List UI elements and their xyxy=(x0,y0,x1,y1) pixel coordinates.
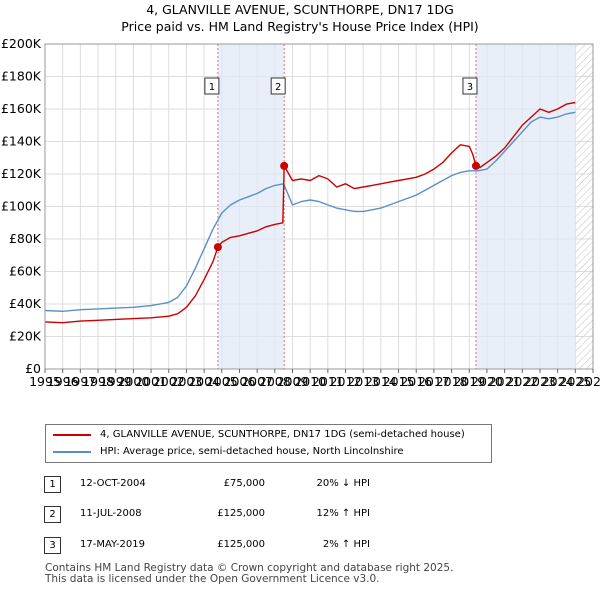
footer-copyright: Contains HM Land Registry data © Crown c… xyxy=(45,562,454,574)
y-tick-label: £140K xyxy=(1,134,42,149)
x-tick-label: 2020 xyxy=(471,374,503,389)
sale-label-box xyxy=(270,77,286,95)
x-tick-label: 2018 xyxy=(436,374,468,389)
x-tick-label: 2023 xyxy=(524,374,556,389)
x-tick-label: 2004 xyxy=(188,374,220,389)
ownership-band xyxy=(475,44,576,369)
x-tick-label: 2006 xyxy=(224,374,256,389)
x-tick-label: 2002 xyxy=(153,374,185,389)
sale-label: 1 xyxy=(209,82,215,93)
legend-line-property xyxy=(53,434,91,436)
x-tick-label: 2017 xyxy=(418,374,450,389)
legend-label-hpi: HPI: Average price, semi-detached house,… xyxy=(100,446,404,457)
y-tick-label: £180K xyxy=(1,69,42,84)
x-tick-label: 1997 xyxy=(64,374,96,389)
x-tick-label: 2009 xyxy=(277,374,309,389)
y-tick-label: £160K xyxy=(1,101,42,116)
future-hatched-region xyxy=(575,44,593,369)
x-tick-label: 2001 xyxy=(135,374,167,389)
chart-title-line2: Price paid vs. HM Land Registry's House … xyxy=(121,19,479,34)
x-tick-label: 2010 xyxy=(294,374,326,389)
sale-label: 2 xyxy=(275,82,281,93)
y-tick-label: £40K xyxy=(9,296,42,311)
transaction-hpi-diff: 20% ↓ HPI xyxy=(316,478,370,489)
x-tick-label: 2005 xyxy=(206,374,238,389)
legend-line-hpi xyxy=(53,451,91,453)
series-line-hpi xyxy=(44,111,576,312)
sale-point xyxy=(213,243,222,252)
chart-title-line1: 4, GLANVILLE AVENUE, SCUNTHORPE, DN17 1D… xyxy=(146,2,454,17)
transaction-date: 17-MAY-2019 xyxy=(80,539,146,550)
y-tick-label: £80K xyxy=(9,231,42,246)
legend-label-property: 4, GLANVILLE AVENUE, SCUNTHORPE, DN17 1D… xyxy=(100,429,465,440)
x-tick-label: 1999 xyxy=(100,374,132,389)
chart-legend: 4, GLANVILLE AVENUE, SCUNTHORPE, DN17 1D… xyxy=(45,424,492,463)
transaction-badge: 2 xyxy=(44,506,61,523)
x-tick-label: 2015 xyxy=(383,374,415,389)
y-tick-label: £0 xyxy=(25,361,41,376)
transaction-row: 3 17-MAY-2019 £125,000 2% ↑ HPI xyxy=(0,537,600,557)
x-tick-label: 2026 xyxy=(577,374,600,389)
sale-label: 3 xyxy=(467,82,473,93)
sale-point xyxy=(471,161,480,170)
transaction-row: 1 12-OCT-2004 £75,000 20% ↓ HPI xyxy=(0,476,600,496)
x-tick-label: 2011 xyxy=(312,374,344,389)
x-tick-label: 2013 xyxy=(347,374,379,389)
sale-point xyxy=(280,161,289,170)
x-tick-label: 2014 xyxy=(365,374,397,389)
y-tick-label: £120K xyxy=(1,166,42,181)
transaction-price: £75,000 xyxy=(223,478,265,489)
transaction-date: 12-OCT-2004 xyxy=(80,478,146,489)
transaction-price: £125,000 xyxy=(217,508,265,519)
transaction-badge: 1 xyxy=(44,476,61,493)
x-tick-label: 1996 xyxy=(47,374,79,389)
x-tick-label: 1998 xyxy=(82,374,114,389)
x-tick-label: 2019 xyxy=(453,374,485,389)
x-tick-label: 2000 xyxy=(117,374,149,389)
transaction-date: 11-JUL-2008 xyxy=(80,508,142,519)
series-line-property xyxy=(44,101,576,324)
sale-label-box xyxy=(204,77,220,95)
transaction-row: 2 11-JUL-2008 £125,000 12% ↑ HPI xyxy=(0,506,600,526)
footer-licence: This data is licensed under the Open Gov… xyxy=(45,573,380,585)
x-tick-label: 2003 xyxy=(171,374,203,389)
y-tick-label: £100K xyxy=(1,199,42,214)
y-tick-label: £200K xyxy=(1,36,42,51)
transaction-hpi-diff: 2% ↑ HPI xyxy=(322,539,370,550)
x-tick-label: 2022 xyxy=(506,374,538,389)
x-tick-label: 1995 xyxy=(29,374,61,389)
plot-frame xyxy=(44,43,594,370)
x-tick-label: 2012 xyxy=(330,374,362,389)
x-tick-label: 2021 xyxy=(489,374,521,389)
x-tick-label: 2008 xyxy=(259,374,291,389)
y-tick-label: £60K xyxy=(9,264,42,279)
x-tick-label: 2016 xyxy=(400,374,432,389)
y-tick-label: £20K xyxy=(9,329,42,344)
transaction-hpi-diff: 12% ↑ HPI xyxy=(316,508,370,519)
price-chart: £0 £20K £40K £60K £80K £100K £120K £140K £160K £1… xyxy=(1,36,600,389)
transaction-price: £125,000 xyxy=(217,539,265,550)
sale-label-box xyxy=(462,77,478,95)
x-tick-label: 2024 xyxy=(542,374,574,389)
x-tick-label: 2007 xyxy=(241,374,273,389)
transaction-badge: 3 xyxy=(44,537,61,554)
x-tick-label: 2025 xyxy=(559,374,591,389)
